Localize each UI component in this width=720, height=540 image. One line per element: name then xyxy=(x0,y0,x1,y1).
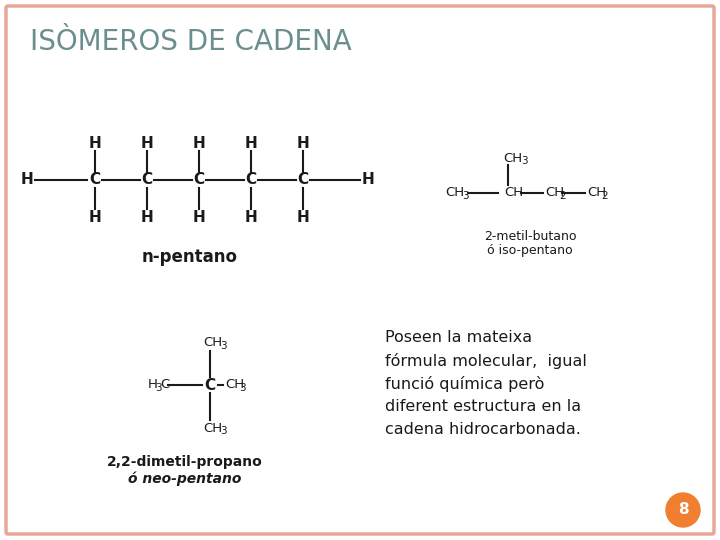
Text: H: H xyxy=(245,210,257,225)
Text: 8: 8 xyxy=(678,503,688,517)
Text: cadena hidrocarbonada.: cadena hidrocarbonada. xyxy=(385,422,581,437)
Text: 3: 3 xyxy=(521,156,528,166)
Text: C: C xyxy=(204,377,215,393)
Text: H: H xyxy=(361,172,374,187)
Circle shape xyxy=(666,493,700,527)
Text: H: H xyxy=(193,136,205,151)
Text: C: C xyxy=(297,172,309,187)
Text: CH: CH xyxy=(504,186,523,199)
Text: n-pentano: n-pentano xyxy=(142,248,238,266)
Text: H: H xyxy=(89,210,102,225)
Text: H: H xyxy=(297,210,310,225)
Text: CH: CH xyxy=(445,186,464,199)
Text: C: C xyxy=(194,172,204,187)
Text: CH: CH xyxy=(503,152,522,165)
Text: H: H xyxy=(193,210,205,225)
Text: CH: CH xyxy=(203,422,222,435)
Text: 2: 2 xyxy=(601,191,608,201)
Text: H: H xyxy=(140,210,153,225)
Text: 2,2-dimetil-propano: 2,2-dimetil-propano xyxy=(107,455,263,469)
Text: ó iso-pentano: ó iso-pentano xyxy=(487,244,573,257)
Text: C: C xyxy=(246,172,256,187)
Text: H: H xyxy=(21,172,33,187)
Text: H: H xyxy=(148,379,158,392)
Text: H: H xyxy=(297,136,310,151)
Text: CH: CH xyxy=(203,336,222,349)
Text: 3: 3 xyxy=(220,341,227,351)
Text: C: C xyxy=(160,379,169,392)
Text: 3: 3 xyxy=(462,191,469,201)
Text: CH: CH xyxy=(545,186,564,199)
Text: 3: 3 xyxy=(220,426,227,436)
Text: ó neo-pentano: ó neo-pentano xyxy=(128,472,242,487)
Text: H: H xyxy=(245,136,257,151)
Text: 2-metil-butano: 2-metil-butano xyxy=(484,230,576,243)
Text: diferent estructura en la: diferent estructura en la xyxy=(385,399,581,414)
Text: 2: 2 xyxy=(559,191,566,201)
Text: CH: CH xyxy=(225,379,244,392)
Text: C: C xyxy=(141,172,153,187)
Text: fórmula molecular,  igual: fórmula molecular, igual xyxy=(385,353,587,369)
Text: 3: 3 xyxy=(155,383,161,393)
Text: ISÒMEROS DE CADENA: ISÒMEROS DE CADENA xyxy=(30,28,352,56)
Text: funció química però: funció química però xyxy=(385,376,544,392)
Text: C: C xyxy=(89,172,101,187)
Text: H: H xyxy=(89,136,102,151)
Text: CH: CH xyxy=(587,186,606,199)
Text: 3: 3 xyxy=(239,383,246,393)
Text: Poseen la mateixa: Poseen la mateixa xyxy=(385,330,532,345)
Text: H: H xyxy=(140,136,153,151)
